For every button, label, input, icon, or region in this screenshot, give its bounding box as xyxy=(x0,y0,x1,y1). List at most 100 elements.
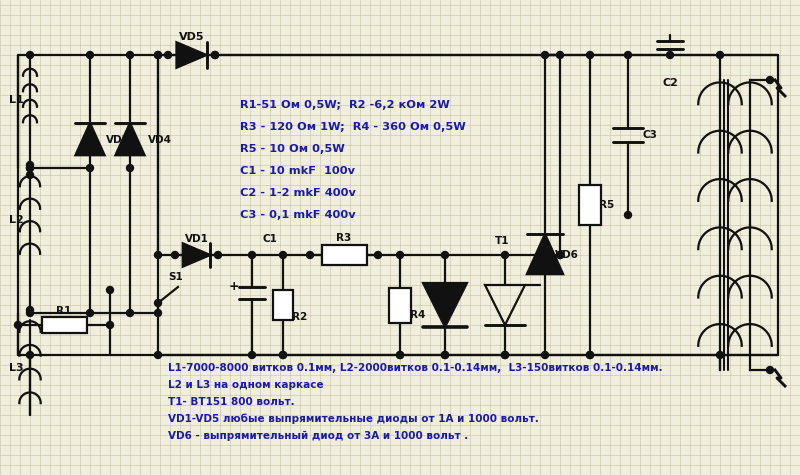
Circle shape xyxy=(557,251,563,258)
Circle shape xyxy=(86,310,94,316)
Circle shape xyxy=(26,162,34,169)
Text: L3: L3 xyxy=(9,363,23,373)
Text: L1-7000-8000 витков 0.1мм, L2-2000витков 0.1-0.14мм,  L3-150витков 0.1-0.14мм.: L1-7000-8000 витков 0.1мм, L2-2000витков… xyxy=(168,363,662,373)
Circle shape xyxy=(86,164,94,171)
Circle shape xyxy=(214,251,222,258)
Text: VD1: VD1 xyxy=(185,234,209,244)
Circle shape xyxy=(26,306,34,314)
Circle shape xyxy=(26,352,34,359)
Text: R1-51 Ом 0,5W;  R2 -6,2 кОм 2W: R1-51 Ом 0,5W; R2 -6,2 кОм 2W xyxy=(240,100,450,110)
Text: C1: C1 xyxy=(262,234,278,244)
Text: L2 и L3 на одном каркасе: L2 и L3 на одном каркасе xyxy=(168,380,324,390)
Polygon shape xyxy=(423,283,467,327)
Circle shape xyxy=(154,310,162,316)
Circle shape xyxy=(26,51,34,58)
Text: VD1-VD5 любые выпрямительные диоды от 1А и 1000 вольт.: VD1-VD5 любые выпрямительные диоды от 1А… xyxy=(168,414,539,424)
Text: T1: T1 xyxy=(494,236,510,246)
Polygon shape xyxy=(177,42,206,68)
Circle shape xyxy=(26,164,34,171)
Circle shape xyxy=(126,164,134,171)
Circle shape xyxy=(442,251,449,258)
Circle shape xyxy=(106,286,114,294)
Circle shape xyxy=(106,322,114,329)
Circle shape xyxy=(154,251,162,258)
Text: R2: R2 xyxy=(292,312,308,322)
Polygon shape xyxy=(527,234,563,274)
Circle shape xyxy=(766,76,774,84)
Text: C2: C2 xyxy=(662,78,678,88)
Text: C1 - 10 mkF  100v: C1 - 10 mkF 100v xyxy=(240,166,355,176)
Bar xyxy=(579,185,601,225)
Text: R5 - 10 Ом 0,5W: R5 - 10 Ом 0,5W xyxy=(240,144,345,154)
Text: C3: C3 xyxy=(642,130,658,140)
Bar xyxy=(389,287,411,323)
Circle shape xyxy=(542,51,549,58)
Circle shape xyxy=(502,251,509,258)
Circle shape xyxy=(279,352,286,359)
Circle shape xyxy=(14,322,22,329)
Text: VD3: VD3 xyxy=(106,135,130,145)
Circle shape xyxy=(397,352,403,359)
Circle shape xyxy=(557,251,563,258)
Text: VD5: VD5 xyxy=(178,32,204,42)
Circle shape xyxy=(154,51,162,58)
Circle shape xyxy=(442,352,449,359)
Text: VD6: VD6 xyxy=(555,250,579,260)
Circle shape xyxy=(374,251,382,258)
Circle shape xyxy=(502,352,509,359)
Bar xyxy=(322,245,366,265)
Circle shape xyxy=(171,251,178,258)
Text: VD4: VD4 xyxy=(148,135,172,145)
Circle shape xyxy=(211,51,218,58)
Circle shape xyxy=(586,51,594,58)
Circle shape xyxy=(442,352,449,359)
Text: R5: R5 xyxy=(599,200,614,210)
Circle shape xyxy=(717,352,723,359)
Circle shape xyxy=(249,352,255,359)
Text: C2 - 1-2 mkF 400v: C2 - 1-2 mkF 400v xyxy=(240,188,356,198)
Circle shape xyxy=(86,51,94,58)
Circle shape xyxy=(154,51,162,58)
Circle shape xyxy=(625,51,631,58)
Circle shape xyxy=(26,171,34,179)
Circle shape xyxy=(766,367,774,373)
Text: R3 - 120 Ом 1W;  R4 - 360 Ом 0,5W: R3 - 120 Ом 1W; R4 - 360 Ом 0,5W xyxy=(240,122,466,132)
Circle shape xyxy=(126,51,134,58)
Circle shape xyxy=(154,300,162,306)
Circle shape xyxy=(717,51,723,58)
Bar xyxy=(42,317,86,333)
Circle shape xyxy=(26,164,34,171)
Circle shape xyxy=(249,251,255,258)
Text: T1- BT151 800 вольт.: T1- BT151 800 вольт. xyxy=(168,397,294,407)
Text: L1: L1 xyxy=(9,95,23,105)
Polygon shape xyxy=(115,123,145,155)
Circle shape xyxy=(502,352,509,359)
Text: R4: R4 xyxy=(410,310,426,320)
Circle shape xyxy=(557,51,563,58)
Circle shape xyxy=(586,352,594,359)
Circle shape xyxy=(397,352,403,359)
Circle shape xyxy=(306,251,314,258)
Circle shape xyxy=(625,211,631,218)
Polygon shape xyxy=(75,123,105,155)
Circle shape xyxy=(397,251,403,258)
Text: VD6 - выпрямительный диод от 3А и 1000 вольт .: VD6 - выпрямительный диод от 3А и 1000 в… xyxy=(168,431,468,441)
Circle shape xyxy=(211,51,218,58)
Circle shape xyxy=(279,352,286,359)
Circle shape xyxy=(279,251,286,258)
Polygon shape xyxy=(182,243,210,266)
Text: R3: R3 xyxy=(336,233,352,243)
Text: +: + xyxy=(229,280,239,293)
Text: L2: L2 xyxy=(9,215,23,225)
Circle shape xyxy=(126,310,134,316)
Circle shape xyxy=(165,51,171,58)
Text: C3 - 0,1 mkF 400v: C3 - 0,1 mkF 400v xyxy=(240,210,356,220)
Text: R1: R1 xyxy=(56,306,72,316)
Circle shape xyxy=(26,310,34,316)
Bar xyxy=(273,290,293,320)
Circle shape xyxy=(586,352,594,359)
Circle shape xyxy=(666,51,674,58)
Circle shape xyxy=(154,352,162,359)
Circle shape xyxy=(542,352,549,359)
Text: S1: S1 xyxy=(169,272,183,282)
